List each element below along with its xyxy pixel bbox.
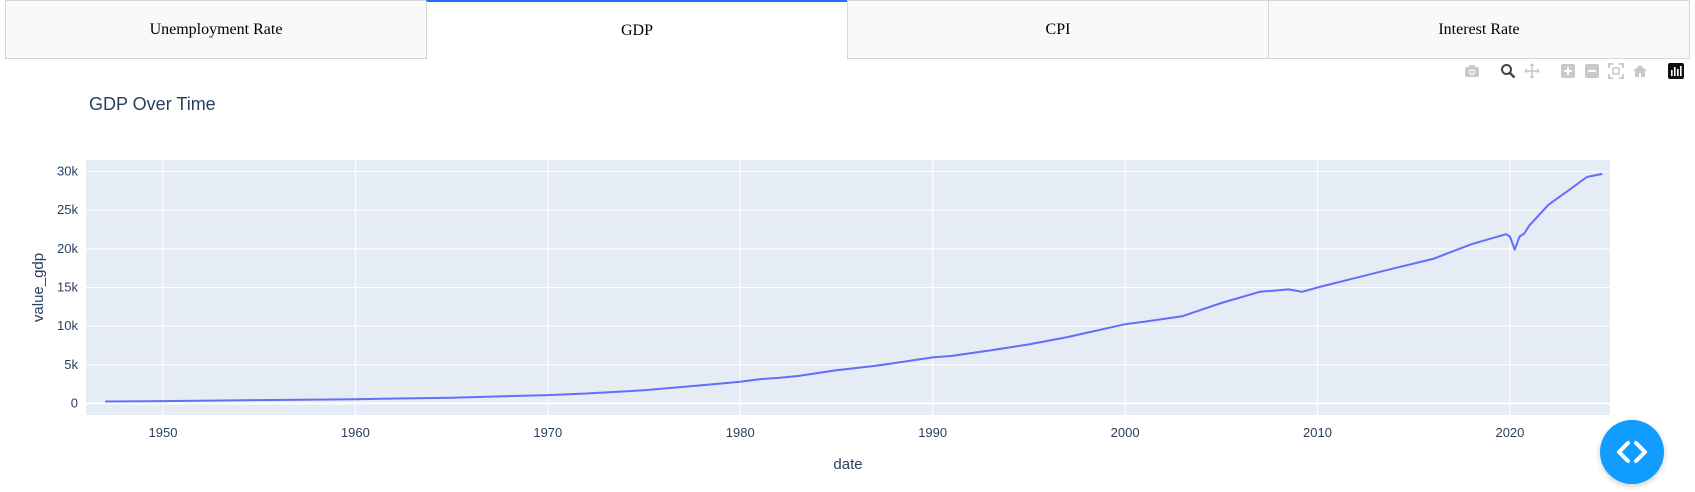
y-tick-label: 5k — [64, 357, 78, 372]
y-tick-label: 0 — [71, 395, 78, 410]
tab-gdp[interactable]: GDP — [426, 0, 847, 60]
y-tick-label: 20k — [57, 241, 78, 256]
zoom-icon[interactable] — [1499, 62, 1517, 80]
pan-icon[interactable] — [1523, 62, 1541, 80]
y-tick-label: 25k — [57, 202, 78, 217]
gdp-series-line — [105, 172, 1603, 403]
tab-unemployment-rate[interactable]: Unemployment Rate — [5, 0, 426, 59]
x-axis-label: date — [833, 456, 862, 473]
zoom-in-icon[interactable] — [1559, 62, 1577, 80]
tab-bar: Unemployment Rate GDP CPI Interest Rate — [5, 0, 1690, 60]
y-tick-label: 15k — [57, 280, 78, 295]
gdp-line-chart[interactable]: 1950 1960 1970 1980 1990 2000 2010 2020 0 5k 10k 15… — [0, 140, 1695, 480]
chart-modebar — [1463, 62, 1685, 80]
y-axis-label: value_gdp — [30, 253, 47, 322]
x-tick-label: 1990 — [918, 425, 947, 440]
x-tick-label: 1980 — [726, 425, 755, 440]
x-tick-label: 1970 — [533, 425, 562, 440]
x-tick-label: 2010 — [1303, 425, 1332, 440]
tab-interest-rate[interactable]: Interest Rate — [1268, 0, 1690, 59]
x-tick-label: 1950 — [149, 425, 178, 440]
dev-tools-button[interactable] — [1600, 420, 1664, 484]
chart-title: GDP Over Time — [89, 94, 216, 114]
reset-axes-icon[interactable] — [1631, 62, 1649, 80]
tab-cpi[interactable]: CPI — [847, 0, 1268, 59]
camera-icon[interactable] — [1463, 62, 1481, 80]
x-tick-label: 2000 — [1111, 425, 1140, 440]
code-brackets-icon — [1617, 441, 1647, 463]
y-tick-label: 10k — [57, 318, 78, 333]
autoscale-icon[interactable] — [1607, 62, 1625, 80]
x-tick-label: 1960 — [341, 425, 370, 440]
y-tick-label: 30k — [57, 164, 78, 179]
zoom-out-icon[interactable] — [1583, 62, 1601, 80]
x-tick-label: 2020 — [1495, 425, 1524, 440]
plotly-logo-icon[interactable] — [1667, 62, 1685, 80]
